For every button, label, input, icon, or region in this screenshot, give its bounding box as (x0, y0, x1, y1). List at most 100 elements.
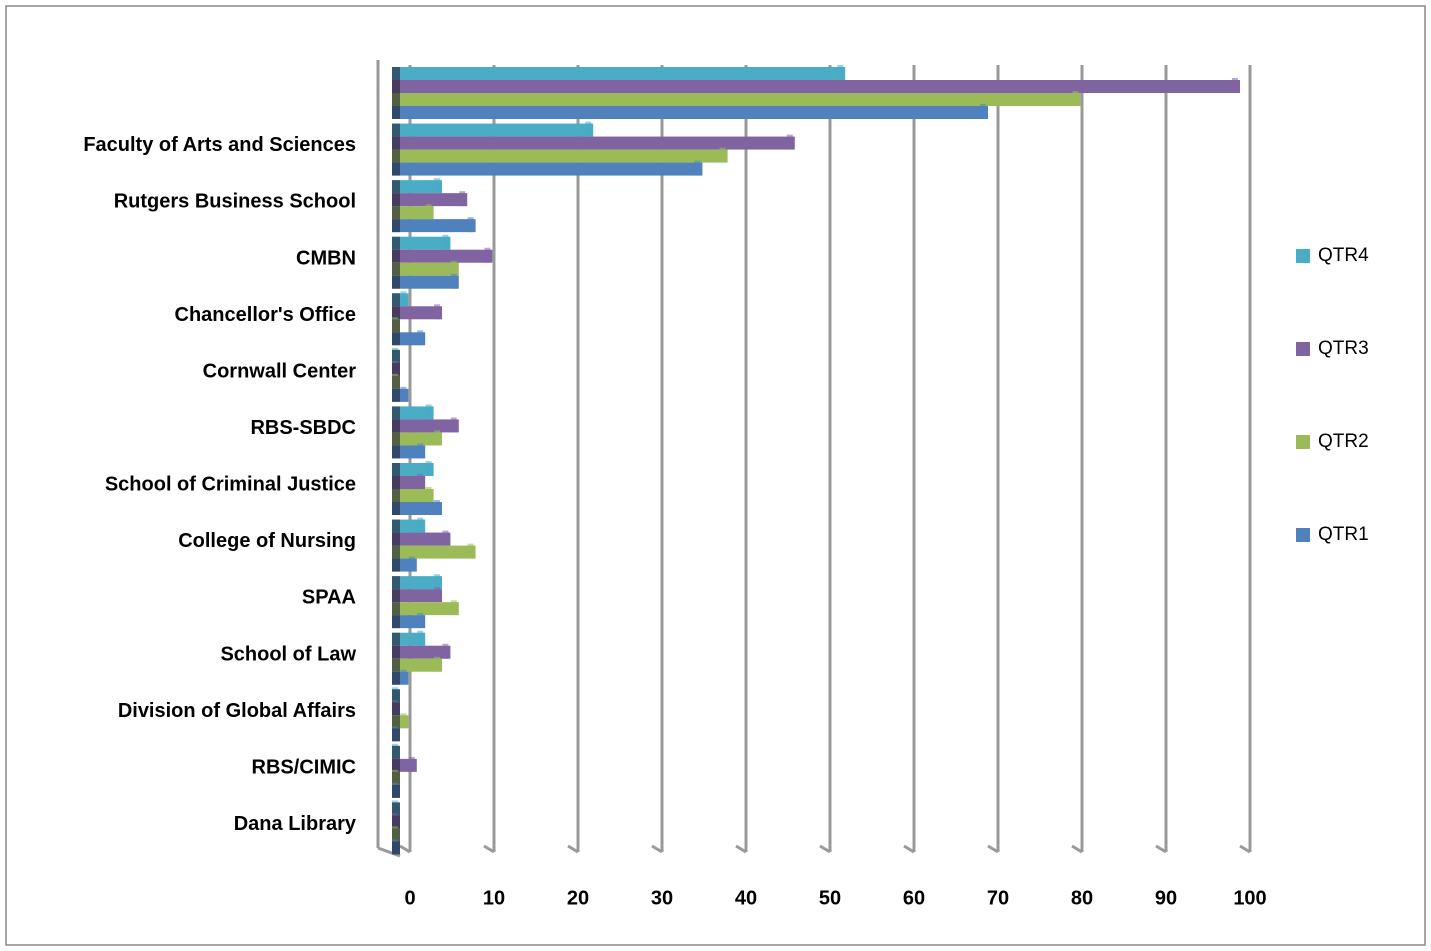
bar (392, 502, 442, 515)
legend-label: QTR2 (1318, 431, 1369, 452)
bar (392, 602, 459, 616)
bar-end (450, 273, 457, 289)
bar-end (434, 656, 440, 672)
bar-end (434, 430, 440, 446)
x-tick-label: 70 (987, 887, 1009, 909)
grid-foot (651, 844, 663, 854)
bar-cap (392, 728, 400, 742)
bar-cap (392, 149, 400, 163)
bar-cap (392, 262, 400, 276)
bar-end (450, 417, 457, 433)
bar-end (442, 234, 449, 250)
bar-cap (392, 406, 400, 420)
bar-cap (392, 502, 400, 515)
grid-foot (1071, 844, 1083, 854)
bar-cap (392, 123, 400, 137)
bar-end (417, 630, 424, 646)
y-tick-label: SPAA (302, 587, 356, 609)
grid-foot (903, 844, 915, 854)
bar-end (459, 191, 466, 207)
bar-cap (392, 784, 400, 798)
bar (392, 519, 426, 533)
bar-cap (392, 236, 400, 250)
x-tick-label: 0 (404, 887, 415, 909)
bar-end (980, 104, 986, 119)
bar-end (408, 756, 415, 772)
bar-end (442, 530, 449, 546)
bar-cap (392, 136, 400, 150)
bar-end (400, 713, 407, 729)
legend-label: QTR4 (1318, 245, 1369, 266)
bar (392, 80, 1240, 93)
bar-cap (392, 432, 400, 446)
bar (392, 262, 459, 276)
bar-end (694, 160, 701, 176)
grid-foot (567, 844, 579, 854)
x-tick-label: 20 (567, 887, 589, 909)
bar-cap (392, 388, 400, 402)
legend-swatch (1296, 528, 1310, 542)
bar-end (837, 65, 844, 80)
y-tick-label: RBS/CIMIC (252, 756, 356, 778)
bar (392, 136, 795, 150)
x-tick-label: 60 (903, 887, 925, 909)
bar-end (450, 260, 457, 276)
bar (392, 432, 442, 446)
bar-end (408, 556, 415, 572)
bar-end (425, 461, 432, 476)
bar-end (484, 247, 491, 263)
bar-cap (392, 249, 400, 263)
bar-end (417, 330, 424, 346)
x-tick-label: 50 (819, 887, 841, 909)
bar-end (400, 386, 407, 402)
bar-cap (392, 758, 400, 772)
bar (392, 406, 434, 420)
bar-end (400, 291, 407, 307)
bar-cap (392, 632, 400, 646)
bar-end (786, 134, 793, 150)
bar-cap (392, 349, 400, 363)
bar-cap (392, 715, 400, 729)
bar-cap (392, 162, 400, 176)
bar-end (425, 487, 432, 502)
bar (392, 193, 468, 207)
bar-end (450, 600, 457, 616)
grid-foot (1155, 844, 1167, 854)
bar-end (1072, 91, 1079, 106)
y-tick-label: School of Law (220, 643, 356, 665)
y-tick-label: CMBN (296, 247, 356, 269)
grid-foot (1239, 844, 1251, 854)
bar-cap (392, 219, 400, 233)
grid-foot (399, 844, 411, 854)
y-tick-label: College of Nursing (178, 530, 356, 552)
bar-cap (392, 815, 400, 829)
bar-end (425, 404, 432, 420)
x-tick-label: 100 (1233, 887, 1266, 909)
bar (392, 180, 442, 194)
grid-foot (735, 844, 747, 854)
bar-cap (392, 106, 400, 119)
bar-cap (392, 576, 400, 590)
bar (392, 332, 426, 346)
bar-end (1232, 78, 1238, 93)
bar (392, 162, 703, 176)
bar (392, 93, 1081, 106)
bar-cap (392, 802, 400, 816)
bar-cap (392, 463, 400, 476)
legend-swatch (1296, 435, 1310, 449)
y-tick-label: Rutgers Business School (114, 191, 356, 213)
bar-cap (392, 645, 400, 659)
bar-cap (392, 545, 400, 559)
bar-cap (392, 93, 400, 106)
bar (392, 576, 442, 590)
y-tick-label: Faculty of Arts and Sciences (83, 134, 356, 156)
y-tick-label: Cornwall Center (203, 360, 357, 382)
bar-end (585, 121, 592, 137)
bar (392, 275, 459, 289)
bar-cap (392, 275, 400, 289)
bar (392, 645, 451, 659)
bar-end (434, 178, 440, 194)
bar (392, 445, 426, 459)
legend-label: QTR3 (1318, 338, 1369, 359)
bar-cap (392, 745, 400, 759)
